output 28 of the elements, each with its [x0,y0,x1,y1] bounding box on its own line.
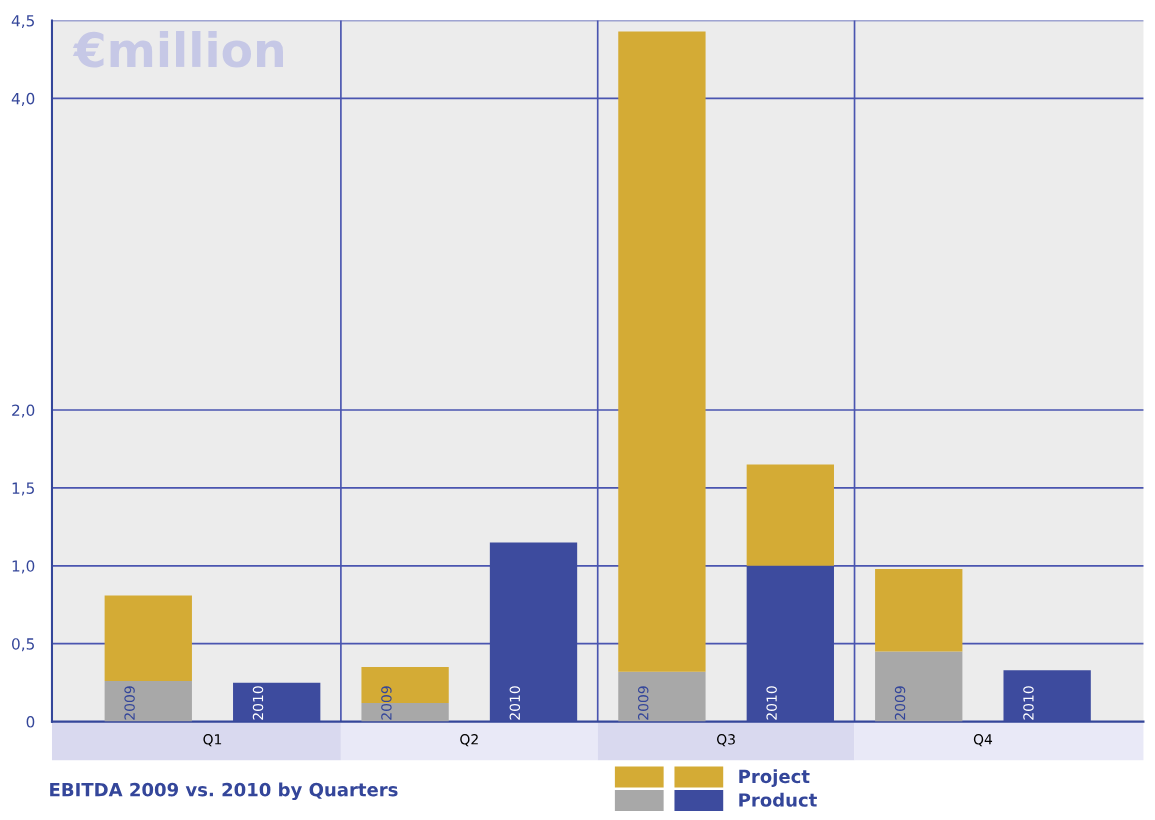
bar [875,651,963,722]
x-tick-label: 2009 [124,686,135,720]
bar [875,568,963,652]
y-tick-label: 4,5 [11,15,34,29]
y-tick-label: 0 [26,716,35,728]
bar [104,681,192,722]
bar [746,464,834,566]
legend-label: Project [739,769,810,787]
text: Q1 [203,734,222,747]
x-tick-label: 2010 [1023,686,1034,720]
legend-label: Product [739,792,817,807]
y-tick-label: 1,5 [12,482,34,496]
bar [104,595,192,682]
x-tick-label: 2010 [766,686,777,720]
x-tick-label: 2009 [894,686,906,720]
text: Q3 [717,734,735,747]
y-tick-label: 1,0 [12,560,35,574]
x-tick-label: 2010 [252,686,264,720]
x-tick-label: 2009 [381,686,392,720]
text: Q2 [460,734,478,747]
x-tick-label: 2009 [637,686,649,720]
text: EBITDA 2009 vs. 2010 by Quarters [50,782,398,801]
y-tick-label: 2,0 [12,404,35,418]
bar [618,31,706,672]
y-tick-label: 4,0 [11,92,35,106]
x-tick-label: 2010 [509,686,521,720]
y-tick-label: 0,5 [12,638,34,652]
text: Q4 [973,734,993,747]
